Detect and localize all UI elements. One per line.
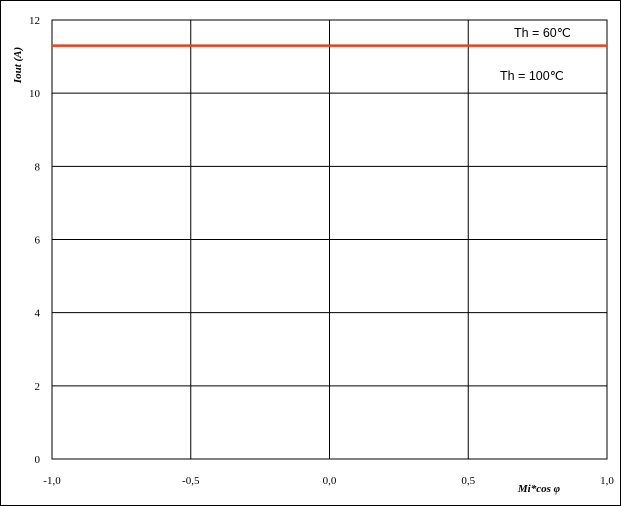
x-tick-label: -0,5 [182,475,200,487]
x-tick-label: 0,0 [323,475,337,487]
x-tick-labels: -1,0 -0,5 0,0 0,5 1,0 [43,475,614,487]
y-tick-label: 10 [29,88,41,100]
y-tick-label: 6 [35,235,41,247]
y-tick-label: 4 [35,308,41,320]
plot-area [51,19,608,460]
y-tick-label: 12 [29,15,40,27]
y-tick-label: 2 [35,381,41,393]
y-tick-label: 8 [35,161,41,173]
x-tick-label: 1,0 [600,475,614,487]
y-axis-title: Iout (A) [12,47,24,84]
x-axis-title: Mi*cos φ [517,483,561,495]
x-tick-label: 0,5 [461,475,475,487]
annotation-th-60: Th = 60℃ [514,26,571,40]
y-tick-label: 0 [35,454,41,466]
x-tick-label: -1,0 [43,475,61,487]
annotation-th-100: Th = 100℃ [500,69,564,83]
gridlines [51,19,608,460]
y-tick-labels: 0 2 4 6 8 10 12 [29,15,41,466]
